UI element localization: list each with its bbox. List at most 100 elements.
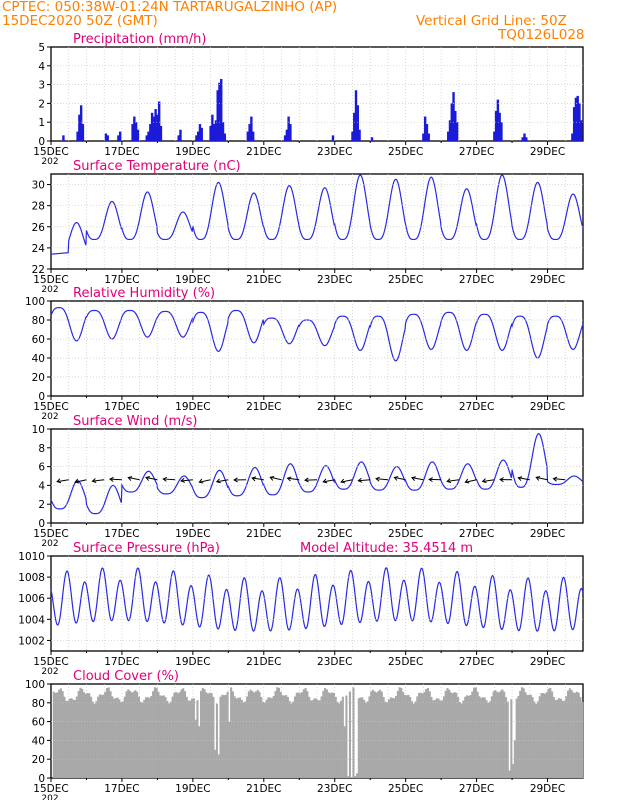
- cloud-bar: [425, 688, 428, 778]
- cloud-bar: [577, 692, 580, 778]
- cloud-bar: [231, 691, 234, 778]
- wind-arrowhead: [127, 476, 133, 481]
- cloud-bar: [306, 691, 309, 778]
- precip-bar: [106, 135, 109, 141]
- cloud-bar: [75, 696, 78, 778]
- precip-xtick-label: 15DEC: [33, 146, 68, 158]
- cloud-bar: [127, 689, 130, 778]
- cloud-bar: [551, 691, 554, 778]
- cloud-bar: [457, 697, 460, 778]
- cloud-bar: [81, 688, 84, 778]
- wind-ytick-label: 6: [38, 462, 45, 474]
- cloud-bar: [414, 701, 417, 778]
- precip-bar: [452, 92, 455, 141]
- precip-xtick-label: 19DEC: [175, 146, 210, 158]
- cloud-bar: [224, 694, 227, 778]
- cloud-bar: [205, 692, 208, 778]
- cloud-bar: [324, 687, 327, 778]
- wind-arrow: [92, 479, 105, 482]
- press-series-line: [50, 567, 584, 632]
- cloud-title: Cloud Cover (%): [73, 669, 179, 684]
- temp-title: Surface Temperature (nC): [73, 159, 241, 174]
- wind-series-line: [50, 433, 584, 515]
- press-title: Surface Pressure (hPa): [73, 541, 220, 556]
- precip-bar: [494, 110, 498, 141]
- cloud-bar: [196, 700, 199, 778]
- cloud-bar: [329, 693, 332, 778]
- wind-arrowhead: [410, 476, 416, 481]
- cloud-bar: [121, 701, 125, 778]
- wind-arrowhead: [357, 477, 363, 483]
- precip-bar: [152, 116, 156, 141]
- precip-bar: [216, 90, 219, 141]
- wind-arrowhead: [74, 478, 80, 484]
- cloud-bar: [478, 696, 481, 778]
- cloud-bar: [430, 696, 433, 778]
- temp-xtick-label: 29DEC: [530, 274, 565, 286]
- cloud-bar: [387, 699, 391, 778]
- cloud-bar: [423, 692, 426, 778]
- header: CPTEC: 050:38W-01:24N TARTARUGALZINHO (A…: [0, 0, 618, 46]
- cloud-bar: [487, 702, 490, 778]
- cloud-bar: [565, 696, 568, 778]
- cloud-bar: [450, 692, 453, 778]
- cloud-bar: [59, 688, 62, 778]
- cloud-bar: [506, 701, 509, 778]
- cloud-bar: [118, 699, 121, 778]
- wind-arrowhead: [286, 476, 292, 482]
- rh-xtick-label: 17DEC: [104, 401, 139, 413]
- wind-arrowhead: [56, 478, 62, 484]
- wind-arrow: [180, 479, 193, 482]
- temp-ytick-label: 30: [32, 180, 45, 192]
- cloud-bar: [373, 691, 376, 778]
- cloud-bar: [137, 696, 140, 778]
- cloud-bar: [143, 699, 146, 778]
- cloud-bar: [97, 696, 100, 778]
- rh-xtick-label: 29DEC: [530, 401, 565, 413]
- precip-bar: [118, 131, 122, 141]
- cloud-bar: [82, 692, 85, 778]
- cloud-bar: [485, 700, 488, 778]
- precip-bar: [79, 105, 83, 141]
- wind-arrowhead: [269, 476, 275, 481]
- rh-xtick-label: 23DEC: [317, 401, 352, 413]
- precip-bar: [283, 135, 287, 141]
- cloud-bar: [215, 703, 218, 778]
- cloud-bar: [345, 695, 348, 778]
- wind-xtick-label: 21DEC: [246, 528, 281, 540]
- cloud-bar: [451, 693, 454, 778]
- cloud-bar: [343, 726, 346, 778]
- cloud-ytick-label: 20: [32, 754, 45, 766]
- cloud-bar: [214, 749, 217, 778]
- precip-bar: [198, 124, 202, 141]
- cloud-bar: [136, 691, 139, 778]
- cloud-bar: [65, 700, 68, 778]
- cloud-bar: [144, 697, 148, 778]
- cloud-bar: [510, 699, 513, 778]
- cloud-bar: [72, 699, 75, 778]
- cloud-bar: [363, 699, 366, 778]
- cloud-bar: [389, 697, 392, 778]
- precip-ytick-label: 4: [38, 61, 45, 73]
- wind-arrowhead: [198, 478, 204, 484]
- precip-bar: [370, 137, 374, 141]
- press-annotation: Model Altitude: 35.4514 m: [300, 541, 473, 556]
- cloud-bar: [464, 696, 467, 778]
- cloud-bar: [308, 696, 311, 778]
- cloud-bar: [483, 697, 486, 778]
- wind-arrowhead: [499, 477, 504, 483]
- cloud-bar: [146, 697, 149, 778]
- cloud-bar: [162, 695, 165, 778]
- precip-bar: [211, 114, 214, 141]
- temp-frame: [50, 173, 584, 270]
- cloud-bar: [444, 690, 447, 778]
- cloud-bar: [384, 701, 387, 778]
- wind-arrow: [75, 479, 87, 483]
- cloud-bar: [175, 692, 178, 778]
- wind-arrowhead: [109, 476, 114, 482]
- wind-arrowhead: [145, 476, 151, 481]
- wind-arrowhead: [375, 476, 380, 482]
- cloud-bar: [508, 770, 511, 778]
- cloud-bar: [448, 689, 451, 778]
- cloud-bar: [304, 688, 307, 778]
